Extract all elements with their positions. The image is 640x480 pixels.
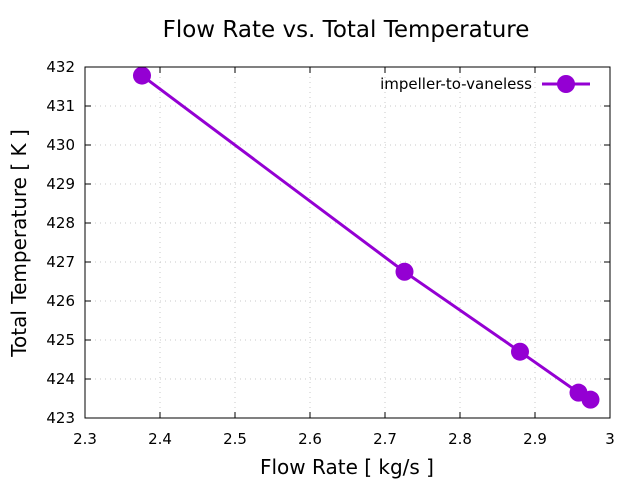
x-tick-label: 2.7 [373, 430, 397, 448]
x-tick-labels: 2.3 2.4 2.5 2.6 2.7 2.8 2.9 3 [73, 430, 615, 448]
x-tick-label: 3 [605, 430, 615, 448]
x-tick-label: 2.6 [298, 430, 322, 448]
x-tick-label: 2.4 [148, 430, 172, 448]
data-point [395, 262, 414, 281]
x-tick-label: 2.5 [223, 430, 247, 448]
grid-lines [85, 67, 610, 418]
data-point [511, 342, 529, 361]
data-point [581, 390, 600, 409]
y-tick-labels: 423 424 425 426 427 428 429 430 431 432 [46, 58, 75, 427]
y-tick-label: 431 [46, 97, 75, 115]
x-tick-label: 2.3 [73, 430, 97, 448]
y-tick-label: 426 [46, 292, 75, 310]
y-tick-label: 424 [46, 370, 75, 388]
y-tick-label: 423 [46, 409, 75, 427]
y-tick-label: 430 [46, 136, 75, 154]
axis-ticks [84, 66, 611, 419]
plot-frame [84, 66, 611, 419]
legend: impeller-to-vaneless [380, 75, 590, 93]
data-series [133, 66, 600, 409]
x-tick-label: 2.9 [523, 430, 547, 448]
y-tick-label: 432 [46, 58, 75, 76]
x-tick-label: 2.8 [448, 430, 472, 448]
legend-label: impeller-to-vaneless [380, 75, 532, 93]
data-point [133, 66, 151, 85]
x-axis-label: Flow Rate [ kg/s ] [260, 455, 434, 479]
chart-title: Flow Rate vs. Total Temperature [163, 17, 530, 43]
y-tick-label: 429 [46, 175, 75, 193]
y-tick-label: 425 [46, 331, 75, 349]
legend-marker [557, 75, 575, 93]
y-axis-label: Total Temperature [ K ] [7, 129, 31, 358]
y-tick-label: 428 [46, 214, 75, 232]
y-tick-label: 427 [46, 253, 75, 271]
